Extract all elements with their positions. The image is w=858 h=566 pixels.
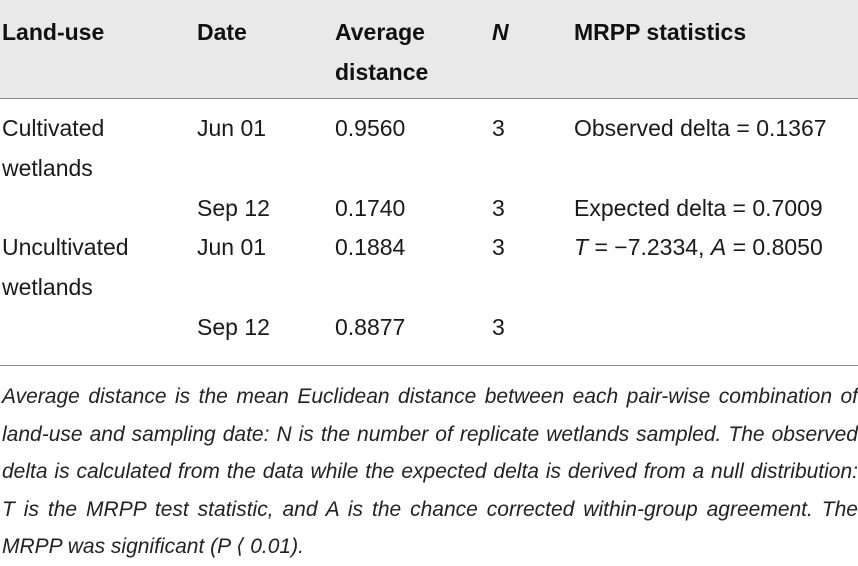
row3-land-use-line1: Uncultivated	[2, 234, 129, 260]
header-land-use: Land-use	[2, 19, 105, 45]
row2-average-distance: 0.1740	[335, 195, 406, 221]
table-header-row	[0, 0, 858, 98]
row3-mrpp-t-value: = −7.2334,	[588, 234, 711, 260]
row3-n: 3	[492, 234, 505, 260]
header-average-line2: distance	[335, 59, 429, 85]
header-divider	[0, 98, 858, 99]
row1-n: 3	[492, 115, 505, 141]
row4-date: Sep 12	[197, 314, 270, 340]
row1-mrpp: Observed delta = 0.1367	[574, 115, 827, 141]
row2-n: 3	[492, 195, 505, 221]
row3-mrpp-t-symbol: T	[574, 234, 589, 260]
row2-mrpp: Expected delta = 0.7009	[574, 195, 823, 221]
row3-mrpp-a-value: = 0.8050	[726, 234, 823, 260]
row3-average-distance: 0.1884	[335, 234, 406, 260]
row3-mrpp-a-symbol: A	[710, 234, 727, 260]
header-date: Date	[197, 19, 247, 45]
table-footnote: Average distance is the mean Euclidean d…	[2, 385, 858, 558]
row3-land-use-line2: wetlands	[2, 274, 93, 300]
row1-land-use-line2: wetlands	[2, 155, 93, 181]
row1-average-distance: 0.9560	[335, 115, 406, 141]
row1-date: Jun 01	[197, 115, 267, 141]
row3-mrpp: T = −7.2334, A = 0.8050	[574, 227, 823, 267]
header-mrpp: MRPP statistics	[574, 19, 747, 45]
row2-date: Sep 12	[197, 195, 270, 221]
row4-average-distance: 0.8877	[335, 314, 406, 340]
table-bottom-rule	[0, 365, 858, 366]
row1-land-use-line1: Cultivated	[2, 115, 105, 141]
header-average-line1: Average	[335, 19, 425, 45]
row4-n: 3	[492, 314, 505, 340]
row3-date: Jun 01	[197, 234, 267, 260]
header-n: N	[492, 19, 509, 45]
